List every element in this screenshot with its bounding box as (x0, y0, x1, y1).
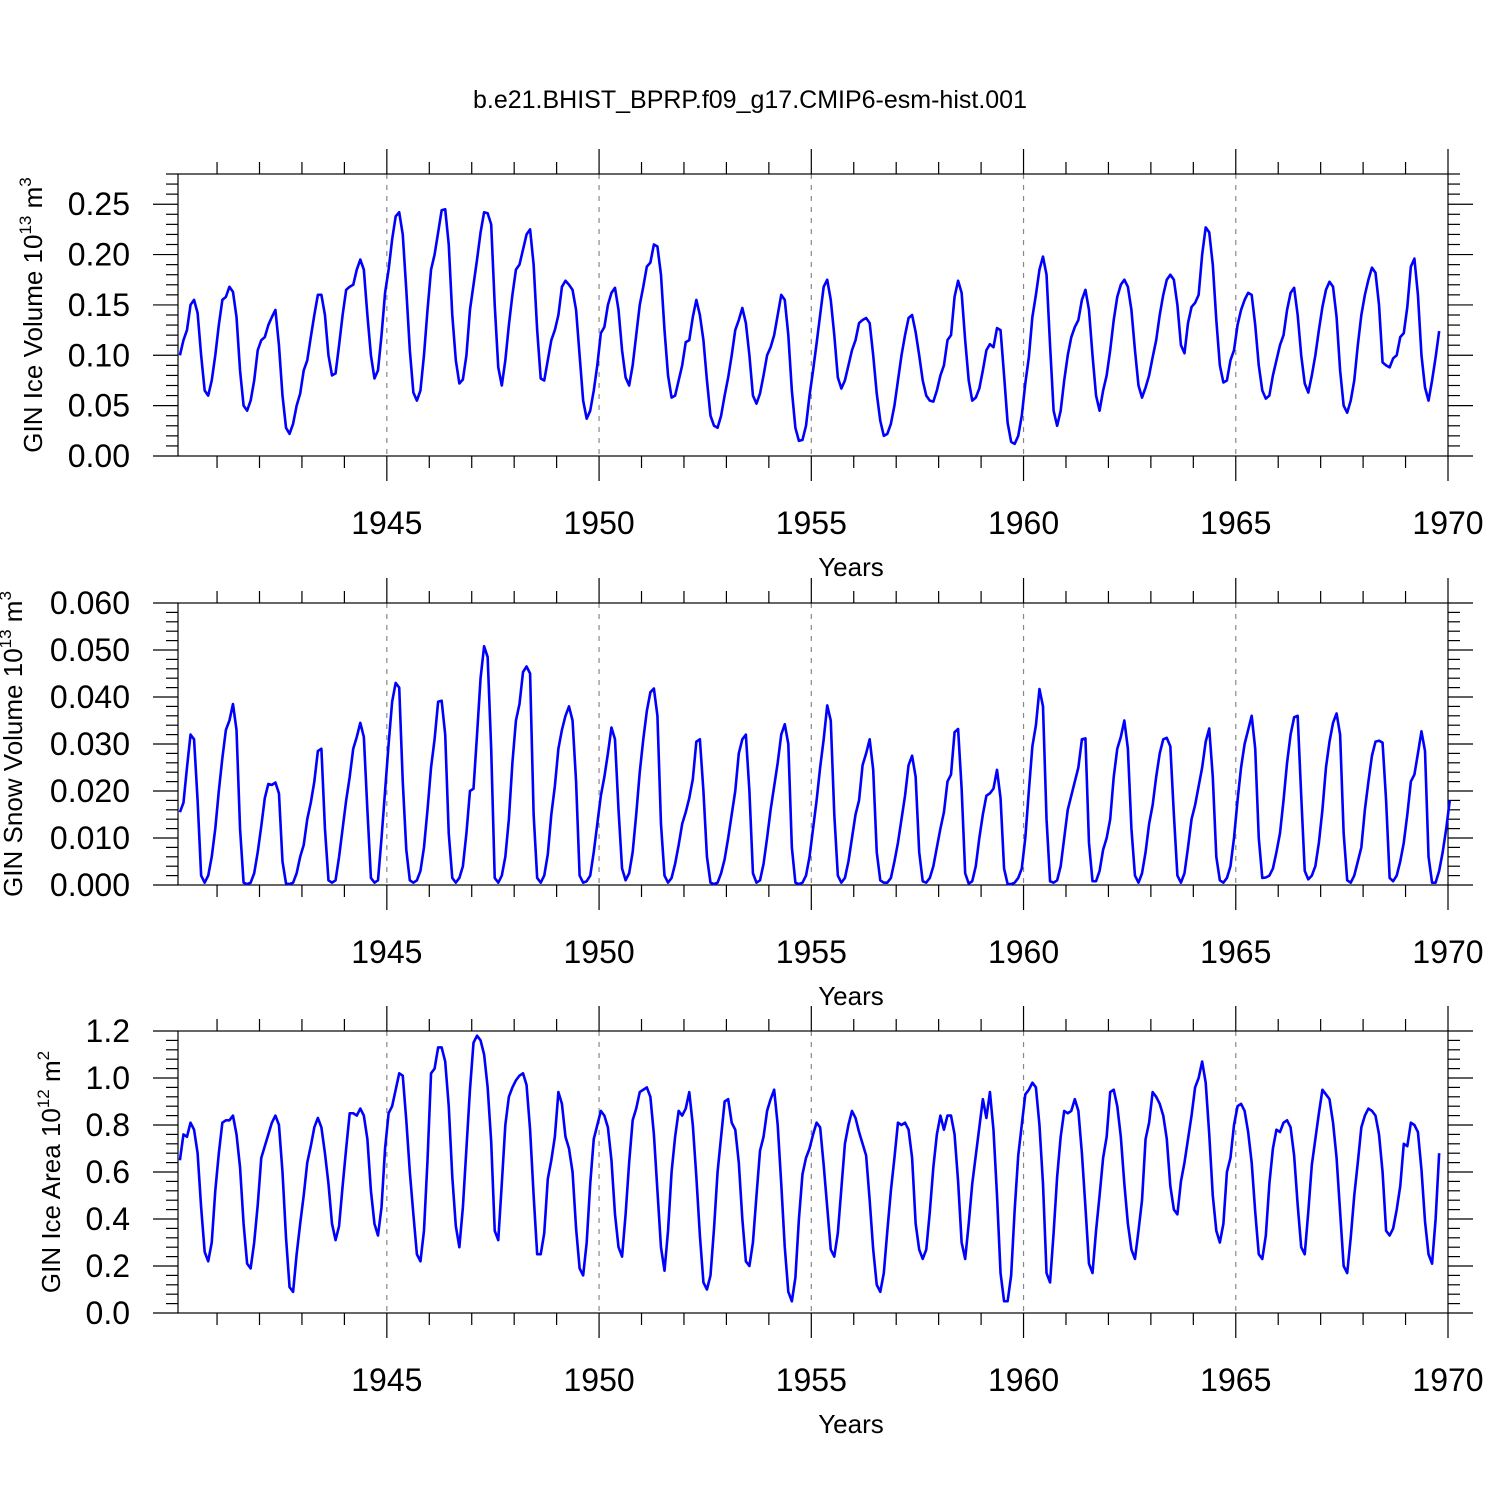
snow-volume-y-tick-label: 0.020 (50, 773, 130, 809)
snow-volume-series-line (178, 644, 1452, 886)
ice-area-x-tick-label: 1945 (351, 1362, 422, 1398)
ice-volume-x-tick-label: 1960 (988, 505, 1059, 541)
ice-area-y-tick-label: 0.4 (86, 1201, 130, 1237)
ice-volume-y-tick-label: 0.05 (68, 388, 130, 424)
ice-volume-y-tick-label: 0.20 (68, 237, 130, 273)
snow-volume-y-tick-label: 0.040 (50, 679, 130, 715)
snow-volume-x-tick-label: 1960 (988, 934, 1059, 970)
ice-area-x-tick-label: 1970 (1412, 1362, 1483, 1398)
ice-volume-x-tick-label: 1945 (351, 505, 422, 541)
chart-title: b.e21.BHIST_BPRP.f09_g17.CMIP6-esm-hist.… (473, 86, 1027, 114)
ice-area-x-tick-label: 1965 (1200, 1362, 1271, 1398)
snow-volume-x-axis-title: Years (818, 981, 884, 1011)
ice-area-y-tick-label: 1.0 (86, 1060, 130, 1096)
ice-volume-x-tick-label: 1955 (776, 505, 847, 541)
snow-volume-x-tick-label: 1950 (563, 934, 634, 970)
ice-area-y-tick-label: 0.8 (86, 1107, 130, 1143)
ice-volume-series-line (178, 207, 1441, 446)
ice-volume-y-tick-label: 0.10 (68, 337, 130, 373)
ice-area-y-tick-label: 0.0 (86, 1295, 130, 1331)
snow-volume-y-tick-label: 0.010 (50, 820, 130, 856)
ice-area-y-tick-label: 0.2 (86, 1248, 130, 1284)
snow-volume-y-tick-label: 0.060 (50, 585, 130, 621)
ice-volume-x-tick-label: 1950 (563, 505, 634, 541)
snow-volume-x-tick-label: 1955 (776, 934, 847, 970)
ice-volume-x-tick-label: 1970 (1412, 505, 1483, 541)
ice-area-x-tick-label: 1950 (563, 1362, 634, 1398)
snow-volume-x-tick-label: 1970 (1412, 934, 1483, 970)
ice-area-panel: 1945 1950 1955 1960 1965 1970 Years 0.0 0.2 0.4 0.… (34, 1006, 1484, 1439)
ice-area-x-axis-title: Years (818, 1409, 884, 1439)
snow-volume-y-tick-label: 0.030 (50, 726, 130, 762)
snow-volume-x-tick-label: 1965 (1200, 934, 1271, 970)
ice-volume-x-tick-label: 1965 (1200, 505, 1271, 541)
ice-area-y-tick-label: 1.2 (86, 1013, 130, 1049)
snow-volume-y-axis-title: GIN Snow Volume 1013 m3 (0, 591, 28, 897)
ice-area-y-axis-title: GIN Ice Area 1012 m2 (34, 1051, 66, 1293)
ice-volume-x-axis-title: Years (818, 552, 884, 582)
ice-volume-y-tick-label: 0.25 (68, 186, 130, 222)
ice-volume-y-tick-label: 0.15 (68, 287, 130, 323)
ice-volume-y-tick-label: 0.00 (68, 438, 130, 474)
ice-volume-panel: 1945 1950 1955 1960 1965 1970 Years 0.00 0.05 0.1… (16, 149, 1484, 582)
snow-volume-panel: 1945 1950 1955 1960 1965 1970 Years 0.000 0.010 0… (0, 578, 1484, 1011)
ice-area-series-line (178, 1034, 1441, 1303)
snow-volume-y-tick-label: 0.000 (50, 867, 130, 903)
ice-area-y-tick-label: 0.6 (86, 1154, 130, 1190)
ice-area-x-tick-label: 1960 (988, 1362, 1059, 1398)
ice-volume-y-axis-title: GIN Ice Volume 1013 m3 (16, 177, 48, 453)
snow-volume-x-tick-label: 1945 (351, 934, 422, 970)
ice-area-x-tick-label: 1955 (776, 1362, 847, 1398)
snow-volume-y-tick-label: 0.050 (50, 632, 130, 668)
